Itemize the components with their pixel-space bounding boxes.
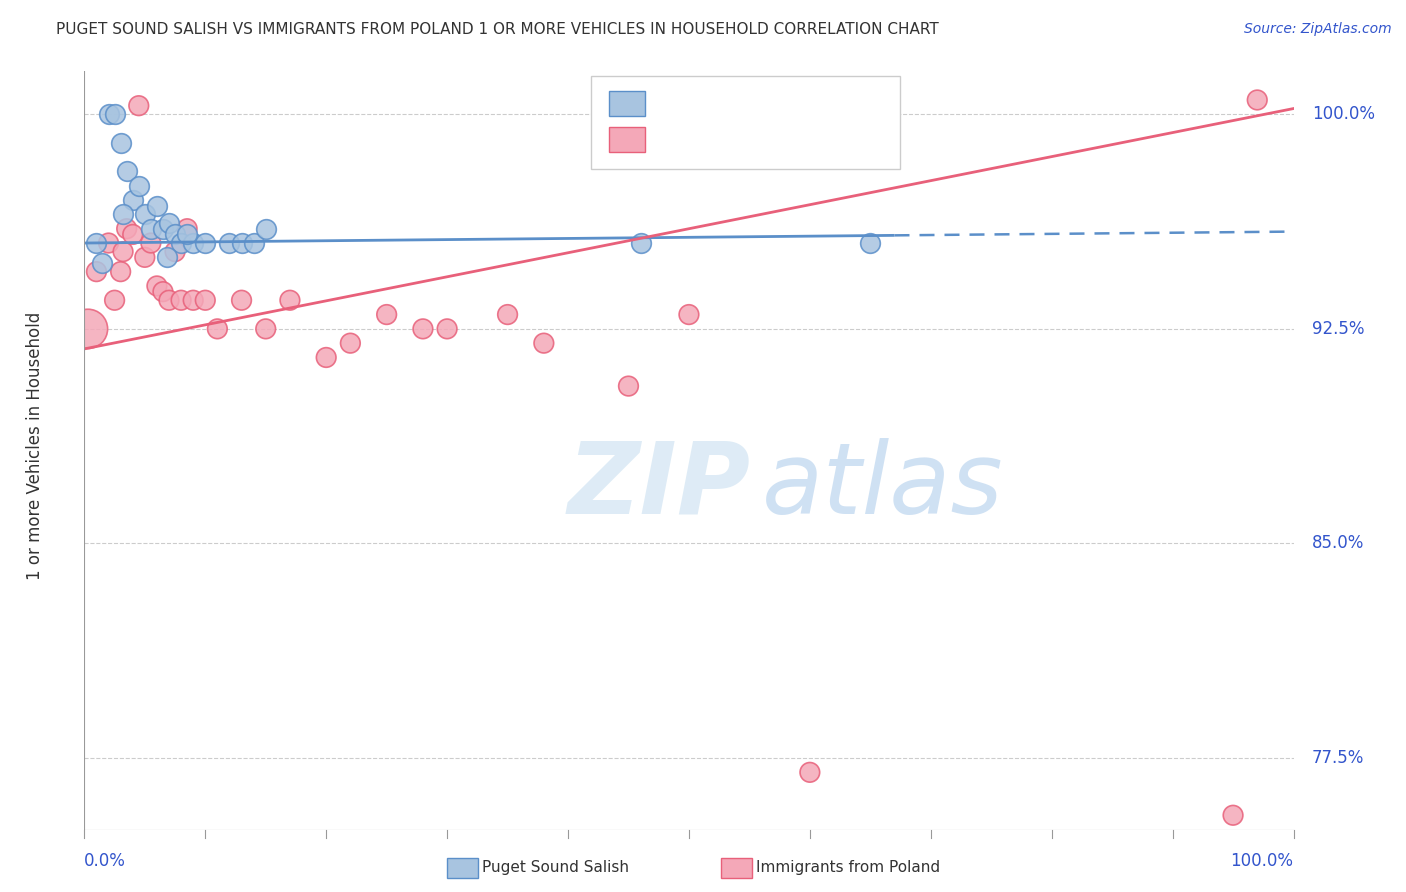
Point	[231, 235, 253, 250]
Text: R = 0.401   N = 35: R = 0.401 N = 35	[651, 128, 808, 146]
Text: Immigrants from Poland: Immigrants from Poland	[756, 861, 941, 875]
Point	[146, 279, 169, 293]
Point	[128, 178, 150, 193]
Point	[86, 235, 108, 250]
Point	[121, 193, 143, 207]
Text: 0.0%: 0.0%	[84, 853, 127, 871]
Point	[134, 207, 156, 221]
Point	[134, 250, 156, 264]
Point	[436, 322, 458, 336]
Point	[170, 293, 193, 308]
Point	[799, 765, 821, 780]
Text: 100.0%: 100.0%	[1230, 853, 1294, 871]
Point	[139, 235, 162, 250]
Point	[859, 235, 882, 250]
Point	[165, 227, 187, 242]
Point	[152, 221, 174, 235]
Point	[1222, 808, 1244, 822]
Point	[104, 107, 127, 121]
Point	[91, 256, 114, 270]
Point	[176, 227, 198, 242]
Text: ZIP: ZIP	[568, 438, 751, 534]
Point	[496, 308, 519, 322]
Point	[617, 379, 640, 393]
Point	[181, 235, 204, 250]
Point	[139, 221, 162, 235]
Text: Puget Sound Salish: Puget Sound Salish	[482, 861, 630, 875]
Point	[315, 351, 337, 365]
Point	[170, 235, 193, 250]
Text: 1 or more Vehicles in Household: 1 or more Vehicles in Household	[27, 312, 44, 580]
Point	[630, 235, 652, 250]
Point	[165, 244, 187, 259]
Text: 77.5%: 77.5%	[1312, 749, 1364, 767]
Point	[194, 235, 217, 250]
Point	[112, 207, 135, 221]
Point	[115, 221, 138, 235]
Point	[155, 250, 177, 264]
Point	[112, 244, 135, 259]
Point	[678, 308, 700, 322]
Text: Source: ZipAtlas.com: Source: ZipAtlas.com	[1244, 22, 1392, 37]
Point	[157, 216, 180, 230]
Point	[110, 136, 132, 150]
Point	[157, 293, 180, 308]
Text: atlas: atlas	[762, 438, 1002, 534]
Point	[412, 322, 434, 336]
Point	[146, 199, 169, 213]
Text: 100.0%: 100.0%	[1312, 105, 1375, 123]
Point	[97, 107, 120, 121]
Point	[152, 285, 174, 299]
Point	[254, 221, 277, 235]
Point	[86, 265, 108, 279]
Text: 92.5%: 92.5%	[1312, 320, 1364, 338]
Point	[242, 235, 264, 250]
Point	[278, 293, 301, 308]
Point	[254, 322, 277, 336]
Text: R = 0.013   N = 26: R = 0.013 N = 26	[651, 95, 808, 112]
Point	[194, 293, 217, 308]
Point	[115, 164, 138, 178]
Point	[339, 336, 361, 351]
Point	[533, 336, 555, 351]
Point	[97, 235, 120, 250]
Point	[375, 308, 398, 322]
Point	[218, 235, 240, 250]
Point	[121, 227, 143, 242]
Point	[231, 293, 253, 308]
Point	[128, 98, 150, 112]
Point	[110, 265, 132, 279]
Text: 85.0%: 85.0%	[1312, 534, 1364, 552]
Point	[176, 221, 198, 235]
Point	[104, 293, 127, 308]
Point	[77, 322, 100, 336]
Point	[1246, 93, 1268, 107]
Point	[207, 322, 229, 336]
Point	[181, 293, 204, 308]
Text: PUGET SOUND SALISH VS IMMIGRANTS FROM POLAND 1 OR MORE VEHICLES IN HOUSEHOLD COR: PUGET SOUND SALISH VS IMMIGRANTS FROM PO…	[56, 22, 939, 37]
